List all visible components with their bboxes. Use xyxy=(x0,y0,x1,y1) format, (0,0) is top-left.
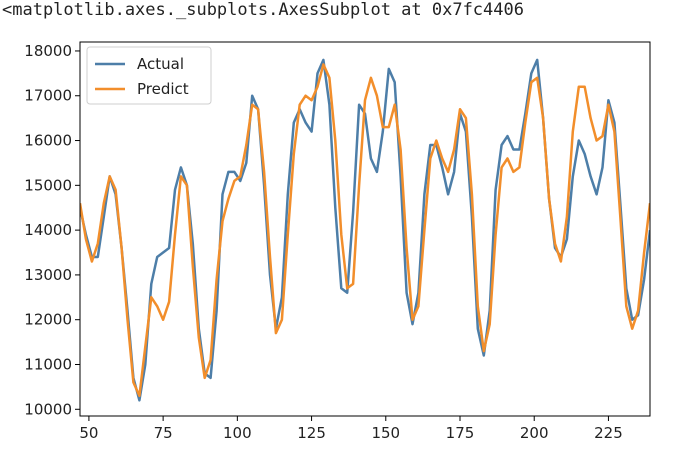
legend-label-actual: Actual xyxy=(137,55,184,73)
output-repr-text: <matplotlib.axes._subplots.AxesSubplot a… xyxy=(2,0,524,20)
x-tick-label: 200 xyxy=(520,424,549,442)
x-tick-label: 125 xyxy=(297,424,326,442)
x-axis: 50 75 100 125 150 175 200 225 xyxy=(79,416,623,442)
y-tick-label: 17000 xyxy=(24,87,72,105)
x-tick-label: 150 xyxy=(371,424,400,442)
series-group xyxy=(80,58,650,402)
series-line-predict xyxy=(80,63,650,398)
x-tick-label: 225 xyxy=(594,424,623,442)
y-tick-label: 15000 xyxy=(24,176,72,194)
y-tick-label: 16000 xyxy=(24,132,72,150)
x-tick-label: 100 xyxy=(223,424,252,442)
x-tick-label: 75 xyxy=(154,424,173,442)
x-tick-label: 175 xyxy=(446,424,475,442)
plot-frame xyxy=(79,41,651,417)
x-tick-label: 50 xyxy=(79,424,98,442)
y-tick-label: 12000 xyxy=(24,311,72,329)
y-tick-label: 18000 xyxy=(24,42,72,60)
y-tick-label: 11000 xyxy=(24,355,72,373)
y-axis: 10000 11000 12000 13000 14000 15000 16000 17000… xyxy=(24,42,80,418)
y-tick-label: 13000 xyxy=(24,266,72,284)
legend: Actual Predict xyxy=(86,46,212,105)
y-tick-label: 14000 xyxy=(24,221,72,239)
y-tick-label: 10000 xyxy=(24,400,72,418)
legend-label-predict: Predict xyxy=(137,80,189,98)
